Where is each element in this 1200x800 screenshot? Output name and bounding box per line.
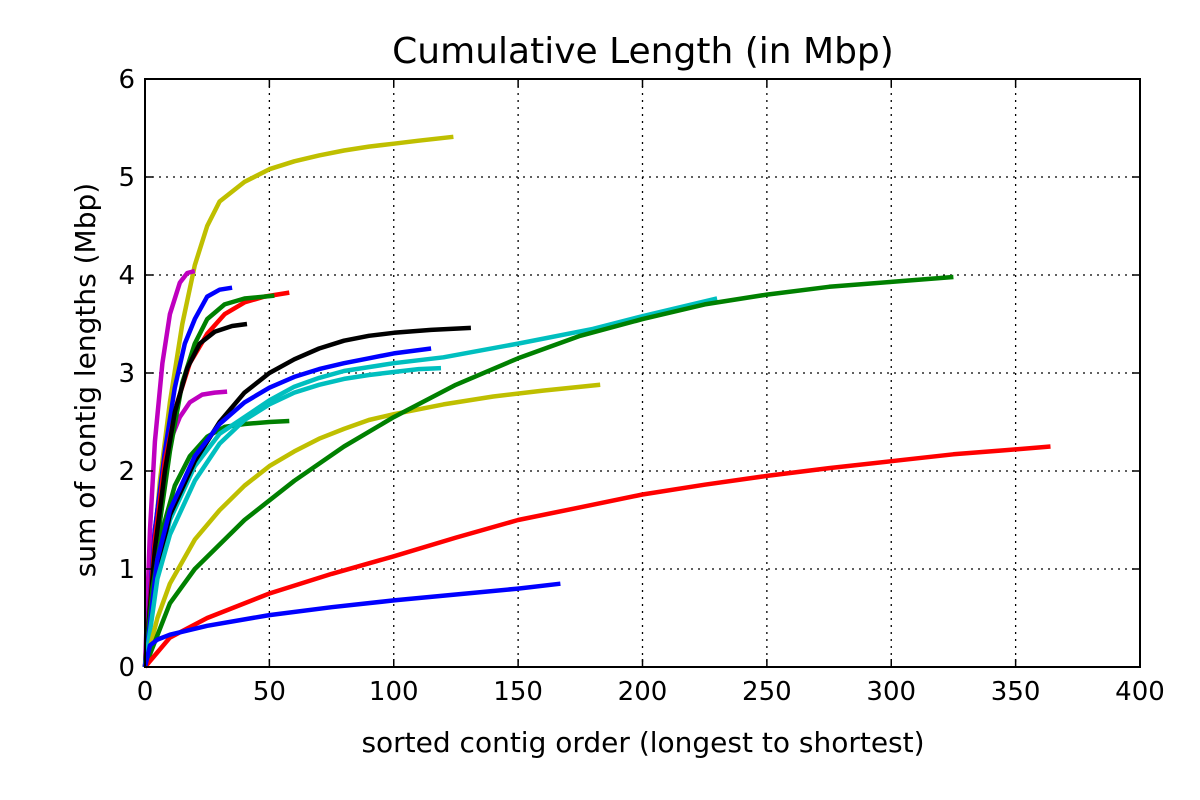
series-lines <box>142 134 1051 669</box>
series-line-9 <box>142 296 718 668</box>
series-line-14 <box>142 274 954 668</box>
y-tick-label: 0 <box>118 653 135 683</box>
series-line-12 <box>142 365 442 668</box>
x-tick-label: 350 <box>991 677 1041 707</box>
grid-lines <box>145 79 1140 667</box>
y-tick-labels: 0 1 2 3 4 5 6 <box>118 65 135 683</box>
x-tick-labels: 0 50 100 150 200 250 300 350 400 <box>137 677 1165 707</box>
series-line-16 <box>142 581 561 668</box>
x-tick-label: 300 <box>866 677 916 707</box>
x-tick-label: 100 <box>369 677 419 707</box>
x-tick-label: 400 <box>1115 677 1165 707</box>
y-tick-label: 5 <box>118 163 135 193</box>
x-tick-label: 50 <box>253 677 286 707</box>
y-tick-label: 4 <box>118 261 135 291</box>
series-line-13 <box>142 382 601 668</box>
series-line-7 <box>142 321 248 668</box>
x-tick-label: 0 <box>137 677 154 707</box>
series-line-2 <box>142 268 196 668</box>
x-tick-label: 250 <box>742 677 792 707</box>
axis-ticks <box>144 78 1141 668</box>
y-tick-label: 6 <box>118 65 135 95</box>
y-tick-label: 3 <box>118 359 135 389</box>
y-tick-label: 1 <box>118 555 135 585</box>
x-tick-label: 150 <box>493 677 543 707</box>
x-axis-label: sorted contig order (longest to shortest… <box>361 726 924 759</box>
series-line-11 <box>142 346 432 668</box>
series-line-15 <box>143 444 1051 669</box>
x-tick-label: 200 <box>618 677 668 707</box>
y-axis-label: sum of contig lengths (Mbp) <box>69 183 102 577</box>
y-tick-label: 2 <box>118 457 135 487</box>
chart-title: Cumulative Length (in Mbp) <box>392 31 894 72</box>
series-line-10 <box>142 325 472 668</box>
